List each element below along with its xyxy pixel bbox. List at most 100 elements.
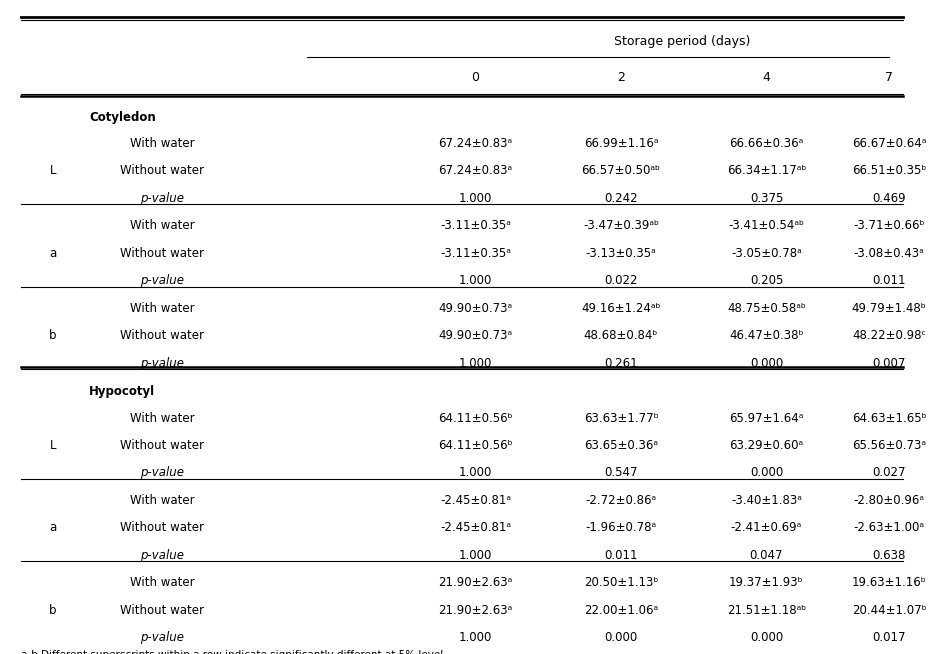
Text: p-value: p-value (140, 466, 184, 479)
Text: 7: 7 (885, 71, 893, 84)
Text: 19.37±1.93ᵇ: 19.37±1.93ᵇ (729, 576, 804, 589)
Text: 0.375: 0.375 (750, 192, 784, 205)
Text: With water: With water (130, 576, 194, 589)
Text: 65.56±0.73ᵃ: 65.56±0.73ᵃ (852, 439, 927, 452)
Text: 0.205: 0.205 (750, 274, 784, 287)
Text: Hypocotyl: Hypocotyl (89, 385, 155, 398)
Text: With water: With water (130, 301, 194, 315)
Text: a: a (50, 521, 56, 534)
Text: a-b Different superscripts within a row indicate significantly different at 5% l: a-b Different superscripts within a row … (21, 650, 446, 654)
Text: 0.000: 0.000 (750, 356, 783, 370)
Text: 0.022: 0.022 (604, 274, 638, 287)
Text: 1.000: 1.000 (459, 466, 492, 479)
Text: 1.000: 1.000 (459, 631, 492, 644)
Text: 4: 4 (762, 71, 771, 84)
Text: Without water: Without water (120, 247, 204, 260)
Text: 0.242: 0.242 (604, 192, 638, 205)
Text: 0.000: 0.000 (750, 631, 783, 644)
Text: With water: With water (130, 411, 194, 424)
Text: 1.000: 1.000 (459, 549, 492, 562)
Text: 20.44±1.07ᵇ: 20.44±1.07ᵇ (852, 604, 927, 617)
Text: 0.027: 0.027 (872, 466, 906, 479)
Text: 0.047: 0.047 (750, 549, 784, 562)
Text: p-value: p-value (140, 631, 184, 644)
Text: -2.72±0.86ᵃ: -2.72±0.86ᵃ (586, 494, 657, 507)
Text: b: b (49, 329, 57, 342)
Text: With water: With water (130, 137, 194, 150)
Text: -2.45±0.81ᵃ: -2.45±0.81ᵃ (440, 521, 511, 534)
Text: 49.16±1.24ᵃᵇ: 49.16±1.24ᵃᵇ (581, 301, 660, 315)
Text: 0.547: 0.547 (604, 466, 638, 479)
Text: 64.63±1.65ᵇ: 64.63±1.65ᵇ (852, 411, 927, 424)
Text: 0.011: 0.011 (604, 549, 638, 562)
Text: 63.63±1.77ᵇ: 63.63±1.77ᵇ (584, 411, 658, 424)
Text: -3.05±0.78ᵃ: -3.05±0.78ᵃ (731, 247, 802, 260)
Text: -3.13±0.35ᵃ: -3.13±0.35ᵃ (586, 247, 657, 260)
Text: 22.00±1.06ᵃ: 22.00±1.06ᵃ (584, 604, 658, 617)
Text: p-value: p-value (140, 356, 184, 370)
Text: Without water: Without water (120, 604, 204, 617)
Text: 21.51±1.18ᵃᵇ: 21.51±1.18ᵃᵇ (727, 604, 806, 617)
Text: 64.11±0.56ᵇ: 64.11±0.56ᵇ (438, 411, 513, 424)
Text: 0.007: 0.007 (872, 356, 906, 370)
Text: 66.66±0.36ᵃ: 66.66±0.36ᵃ (729, 137, 803, 150)
Text: Cotyledon: Cotyledon (89, 111, 156, 124)
Text: 0.017: 0.017 (872, 631, 906, 644)
Text: p-value: p-value (140, 549, 184, 562)
Text: 63.29±0.60ᵃ: 63.29±0.60ᵃ (729, 439, 803, 452)
Text: Without water: Without water (120, 329, 204, 342)
Text: 0: 0 (472, 71, 479, 84)
Text: 65.97±1.64ᵃ: 65.97±1.64ᵃ (729, 411, 803, 424)
Text: 0.469: 0.469 (872, 192, 906, 205)
Text: 19.63±1.16ᵇ: 19.63±1.16ᵇ (852, 576, 927, 589)
Text: With water: With water (130, 219, 194, 232)
Text: Without water: Without water (120, 521, 204, 534)
Text: 48.75±0.58ᵃᵇ: 48.75±0.58ᵃᵇ (727, 301, 806, 315)
Text: b: b (49, 604, 57, 617)
Text: 66.67±0.64ᵃ: 66.67±0.64ᵃ (852, 137, 927, 150)
Text: Storage period (days): Storage period (days) (615, 35, 751, 48)
Text: 1.000: 1.000 (459, 192, 492, 205)
Text: L: L (50, 439, 56, 452)
Text: 63.65±0.36ᵃ: 63.65±0.36ᵃ (584, 439, 658, 452)
Text: 0.000: 0.000 (750, 466, 783, 479)
Text: 66.34±1.17ᵃᵇ: 66.34±1.17ᵃᵇ (727, 164, 806, 177)
Text: 21.90±2.63ᵃ: 21.90±2.63ᵃ (438, 576, 513, 589)
Text: 0.261: 0.261 (604, 356, 638, 370)
Text: -2.41±0.69ᵃ: -2.41±0.69ᵃ (730, 521, 802, 534)
Text: -3.11±0.35ᵃ: -3.11±0.35ᵃ (440, 219, 511, 232)
Text: 2: 2 (617, 71, 625, 84)
Text: Without water: Without water (120, 164, 204, 177)
Text: 0.638: 0.638 (872, 549, 906, 562)
Text: -3.47±0.39ᵃᵇ: -3.47±0.39ᵃᵇ (583, 219, 659, 232)
Text: 1.000: 1.000 (459, 274, 492, 287)
Text: Without water: Without water (120, 439, 204, 452)
Text: -3.40±1.83ᵃ: -3.40±1.83ᵃ (731, 494, 802, 507)
Text: -3.11±0.35ᵃ: -3.11±0.35ᵃ (440, 247, 511, 260)
Text: 49.79±1.48ᵇ: 49.79±1.48ᵇ (852, 301, 927, 315)
Text: 0.011: 0.011 (872, 274, 906, 287)
Text: 64.11±0.56ᵇ: 64.11±0.56ᵇ (438, 439, 513, 452)
Text: L: L (50, 164, 56, 177)
Text: 46.47±0.38ᵇ: 46.47±0.38ᵇ (729, 329, 804, 342)
Text: a: a (50, 247, 56, 260)
Text: 67.24±0.83ᵃ: 67.24±0.83ᵃ (438, 164, 513, 177)
Text: 66.99±1.16ᵃ: 66.99±1.16ᵃ (584, 137, 658, 150)
Text: -3.71±0.66ᵇ: -3.71±0.66ᵇ (854, 219, 925, 232)
Text: 66.57±0.50ᵃᵇ: 66.57±0.50ᵃᵇ (582, 164, 660, 177)
Text: 49.90±0.73ᵃ: 49.90±0.73ᵃ (438, 329, 513, 342)
Text: -2.63±1.00ᵃ: -2.63±1.00ᵃ (854, 521, 925, 534)
Text: -3.41±0.54ᵃᵇ: -3.41±0.54ᵃᵇ (729, 219, 804, 232)
Text: 66.51±0.35ᵇ: 66.51±0.35ᵇ (852, 164, 927, 177)
Text: -3.08±0.43ᵃ: -3.08±0.43ᵃ (854, 247, 925, 260)
Text: 48.22±0.98ᶜ: 48.22±0.98ᶜ (853, 329, 927, 342)
Text: 0.000: 0.000 (604, 631, 638, 644)
Text: 21.90±2.63ᵃ: 21.90±2.63ᵃ (438, 604, 513, 617)
Text: 49.90±0.73ᵃ: 49.90±0.73ᵃ (438, 301, 513, 315)
Text: 20.50±1.13ᵇ: 20.50±1.13ᵇ (584, 576, 658, 589)
Text: 67.24±0.83ᵃ: 67.24±0.83ᵃ (438, 137, 513, 150)
Text: With water: With water (130, 494, 194, 507)
Text: p-value: p-value (140, 192, 184, 205)
Text: -1.96±0.78ᵃ: -1.96±0.78ᵃ (586, 521, 657, 534)
Text: -2.45±0.81ᵃ: -2.45±0.81ᵃ (440, 494, 511, 507)
